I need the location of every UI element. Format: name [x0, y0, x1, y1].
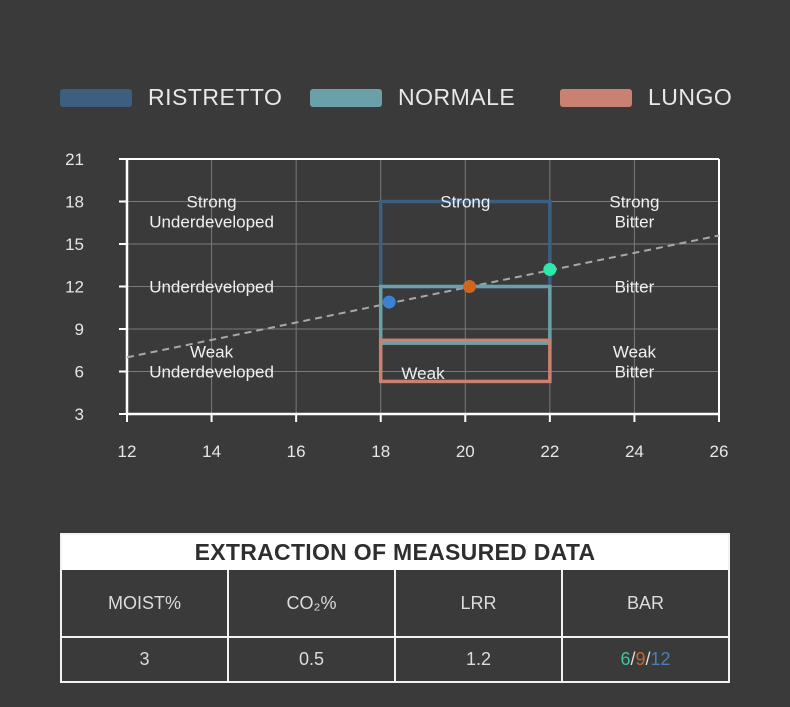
legend-swatch-normale: [310, 88, 382, 107]
bar-value-1: 6: [620, 649, 631, 669]
legend-item-ristretto: RISTRETTO: [60, 84, 282, 111]
zone-label-6-0: Bitter: [615, 278, 655, 297]
zone-label-3-0: Strong: [440, 193, 490, 212]
region-lungo: [378, 338, 552, 384]
legend-swatch-ristretto: [60, 88, 132, 107]
bar-value-3: 12: [650, 649, 671, 669]
measured-data-table: EXTRACTION OF MEASURED DATA MOIST% CO₂% …: [60, 533, 730, 683]
zone-label-4-0: Weak: [401, 364, 445, 383]
zone-label-7-1: Bitter: [615, 363, 655, 382]
zone-label-0-1: Underdeveloped: [149, 212, 274, 231]
x-tick-label-0: 12: [118, 442, 137, 461]
legend-label-lungo: LUNGO: [648, 84, 733, 110]
table-header-row: MOIST% CO₂% LRR BAR: [62, 570, 728, 636]
value-moist: 3: [62, 638, 229, 681]
y-tick-label-2: 9: [75, 320, 84, 339]
header-bar: BAR: [626, 593, 664, 613]
zone-label-2-0: Weak: [190, 343, 234, 362]
zone-label-5-0: Strong: [609, 192, 659, 211]
y-tick-label-5: 18: [65, 193, 84, 212]
x-tick-label-5: 22: [540, 442, 559, 461]
zone-label-2-1: Underdeveloped: [149, 363, 274, 382]
trend-line: [126, 234, 720, 359]
bar-separator-1: /: [630, 649, 636, 669]
bar-value-2: 9: [635, 649, 646, 669]
x-tick-label-4: 20: [456, 442, 475, 461]
value-co2: 0.5: [229, 638, 396, 681]
y-tick-label-3: 12: [65, 278, 84, 297]
header-moist: MOIST%: [62, 570, 229, 636]
table-value-row: 3 0.5 1.2 6/9/12: [62, 636, 728, 681]
y-tick-label-0: 3: [75, 405, 84, 424]
legend-label-normale: NORMALE: [398, 84, 516, 110]
legend-label-ristretto: RISTRETTO: [148, 84, 283, 110]
zone-label-7-0: Weak: [613, 343, 657, 362]
value-lrr: 1.2: [396, 638, 563, 681]
y-tick-label-4: 15: [65, 235, 84, 254]
header-co2: CO₂%: [229, 570, 396, 636]
data-point-1: [463, 280, 477, 293]
legend-item-lungo: LUNGO: [560, 84, 732, 111]
value-bar: 6/9/12: [563, 638, 728, 681]
data-point-0: [382, 295, 396, 309]
y-tick-label-6: 21: [65, 150, 84, 169]
x-tick-label-6: 24: [625, 442, 644, 461]
data-point-2: [543, 263, 557, 276]
x-tick-label-2: 16: [287, 442, 306, 461]
x-tick-label-3: 18: [371, 442, 390, 461]
legend-item-normale: NORMALE: [310, 84, 515, 111]
zone-label-0-0: Strong: [187, 192, 237, 211]
zone-label-1-0: Underdeveloped: [149, 278, 274, 297]
header-lrr: LRR: [396, 570, 563, 636]
x-tick-label-1: 14: [202, 442, 221, 461]
y-tick-label-1: 6: [75, 363, 84, 382]
table-title: EXTRACTION OF MEASURED DATA: [62, 535, 728, 570]
chart-legend: RISTRETTO NORMALE LUNGO: [60, 84, 760, 116]
x-tick-label-7: 26: [710, 442, 729, 461]
bar-separator-2: /: [645, 649, 651, 669]
legend-swatch-lungo: [560, 88, 632, 107]
zone-label-5-1: Bitter: [615, 212, 655, 231]
